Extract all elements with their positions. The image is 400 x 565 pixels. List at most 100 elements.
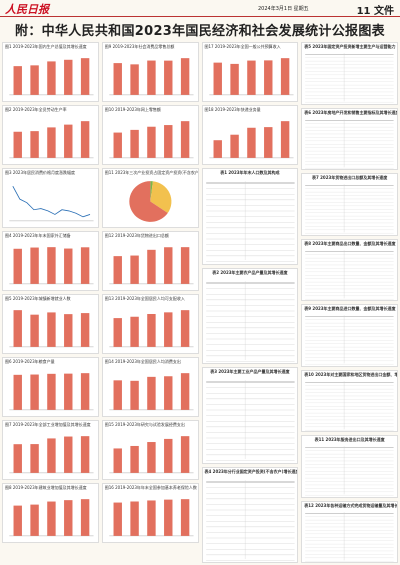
- graphic: [109, 373, 194, 411]
- bar: [180, 310, 190, 347]
- table: 表11 2023年服务进出口及其增长速度: [301, 435, 398, 498]
- bar: [130, 501, 139, 536]
- bar: [64, 436, 73, 473]
- bar: [13, 310, 22, 347]
- page-number: 11 文件: [356, 6, 394, 17]
- bar: [13, 66, 22, 95]
- table: 表12 2023年各种运输方式完成货物运输量及其增长速度: [301, 500, 398, 563]
- bar: [30, 247, 39, 284]
- bar: [113, 256, 122, 284]
- bar: [163, 60, 173, 95]
- caption: 图4 2019-2023年年末国家外汇储备: [5, 233, 71, 238]
- graphic: [305, 118, 394, 168]
- table: 表8 2023年主要商品出口数量、金额及其增长速度: [301, 238, 398, 301]
- graphic: [205, 181, 295, 262]
- caption: 表8 2023年主要商品出口数量、金额及其增长速度: [304, 240, 396, 246]
- bar: [80, 247, 90, 284]
- line: [12, 186, 91, 218]
- bar: [113, 502, 122, 536]
- bar: [163, 247, 173, 284]
- graphic: [305, 184, 394, 234]
- figure: 图8 2019-2023年建筑业增加值及其增长速度: [2, 483, 99, 543]
- columns: 图1 2019-2023年国内生产总值及其增长速度 图2 2019-2023年全员…: [2, 42, 398, 563]
- figure: 图16 2019-2023年年末全国参加基本养老保险人数: [101, 483, 199, 543]
- bar: [113, 448, 122, 473]
- bar: [13, 248, 22, 284]
- column: 表5 2023年固定资产投资新增主要生产与运营能力 表6 2023年房地产开发和销…: [301, 42, 398, 563]
- bar: [180, 436, 190, 473]
- bar: [13, 444, 22, 473]
- graphic: [9, 436, 94, 474]
- bar: [146, 442, 156, 473]
- bar: [180, 247, 190, 284]
- graphic: [305, 53, 394, 103]
- caption: 表12 2023年各种运输方式完成货物运输量及其增长速度: [304, 502, 397, 508]
- bar: [47, 373, 56, 410]
- graphic: [129, 181, 172, 222]
- bar: [64, 248, 73, 284]
- bar: [80, 58, 90, 95]
- bar: [246, 60, 256, 95]
- caption: 图18 2019-2023年快递业务量: [204, 107, 261, 112]
- bar: [263, 60, 272, 95]
- bar: [130, 129, 139, 158]
- bar: [113, 132, 122, 158]
- caption: 表10 2023年对主要国家和地区货物进出口金额、增长速度及其比重: [304, 371, 397, 377]
- bar: [130, 445, 139, 473]
- caption: 图12 2019-2023年货物进出口总额: [104, 233, 169, 238]
- bar: [47, 127, 56, 158]
- table: 表6 2023年房地产开发和销售主要指标及其增长速度: [301, 107, 398, 170]
- graphic: [9, 247, 94, 285]
- bar: [30, 374, 39, 410]
- bar: [180, 499, 190, 536]
- date: 2024年3月1日 星期五: [258, 6, 309, 12]
- graphic: [109, 58, 194, 96]
- graphic: [109, 247, 194, 285]
- table: 表5 2023年固定资产投资新增主要生产与运营能力: [301, 42, 398, 105]
- figure: 图17 2019-2023年全国一般公共预算收入: [201, 42, 299, 102]
- bar: [130, 380, 139, 410]
- table: 表10 2023年对主要国家和地区货物进出口金额、增长速度及其比重: [301, 369, 398, 432]
- bar: [146, 249, 156, 284]
- caption: 图5 2019-2023年城镇新增就业人数: [5, 296, 71, 301]
- bar: [213, 140, 222, 158]
- figure: 图1 2019-2023年国内生产总值及其增长速度: [2, 42, 99, 102]
- table: 表2 2023年主要农产品产量及其增长速度: [201, 267, 299, 364]
- figure: 图9 2019-2023年社会消费品零售总额: [101, 42, 199, 102]
- logo: 人民日报: [5, 3, 49, 16]
- figure: 图14 2019-2023年全国居民人均消费支出: [101, 357, 199, 417]
- graphic: [109, 436, 194, 474]
- column: 图9 2019-2023年社会消费品零售总额 图10 2019-2023年网上零售…: [101, 42, 199, 563]
- figure: 图13 2019-2023年全国居民人均可支配收入: [101, 294, 199, 354]
- caption: 图16 2019-2023年年末全国参加基本养老保险人数: [104, 485, 197, 490]
- caption: 图8 2019-2023年建筑业增加值及其增长速度: [5, 485, 87, 490]
- column: 图17 2019-2023年全国一般公共预算收入图18 2019-2023年快递…: [201, 42, 299, 563]
- bar: [80, 499, 90, 536]
- bar: [47, 247, 56, 284]
- figure: 图7 2019-2023年全部工业增加值及其增长速度: [2, 420, 99, 480]
- bar: [280, 121, 289, 158]
- bar: [263, 127, 272, 158]
- figure: 图2 2019-2023年全员劳动生产率: [2, 105, 99, 165]
- bar: [30, 314, 39, 347]
- table: 表1 2023年年末人口数及其构成: [201, 168, 299, 265]
- bar: [30, 504, 39, 536]
- table: 表7 2023年货物进出口总额及其增长速度: [301, 173, 398, 236]
- bar: [80, 121, 90, 158]
- figure: 图6 2019-2023年粮食产量: [2, 357, 99, 417]
- column: 图1 2019-2023年国内生产总值及其增长速度 图2 2019-2023年全员…: [2, 42, 99, 563]
- caption: 表4 2023年分行业固定资产投资(不含农户)增长速度: [204, 468, 298, 474]
- graphic: [9, 58, 94, 96]
- graphic: [208, 58, 294, 96]
- bar: [146, 60, 156, 95]
- bar: [180, 58, 190, 95]
- figure: 图12 2019-2023年货物进出口总额: [101, 231, 199, 291]
- graphic: [9, 373, 94, 411]
- bar: [64, 373, 73, 410]
- table: 表9 2023年主要商品进口数量、金额及其增长速度: [301, 304, 398, 367]
- table: 表4 2023年分行业固定资产投资(不含农户)增长速度: [201, 466, 299, 563]
- caption: 表7 2023年货物进出口总额及其增长速度: [311, 175, 388, 180]
- bar: [130, 255, 139, 284]
- bar: [30, 65, 39, 95]
